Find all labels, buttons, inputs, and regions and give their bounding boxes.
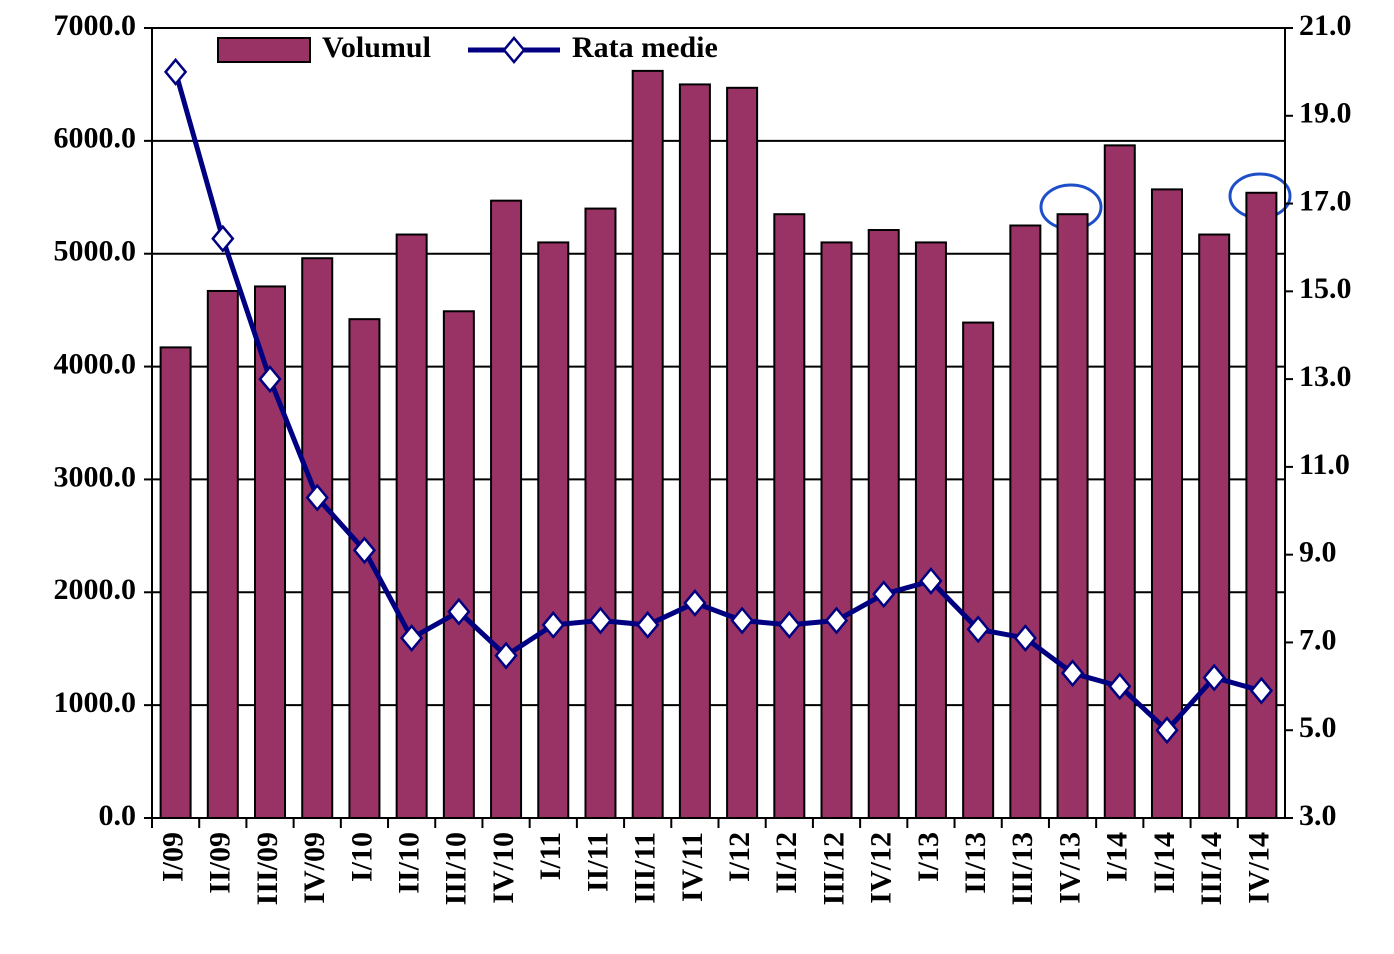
y2-tick-label: 11.0	[1299, 448, 1350, 481]
marker	[352, 536, 377, 565]
x-tick-label: I/09	[156, 832, 189, 882]
x-tick-label: I/12	[723, 832, 756, 882]
y-tick-label: 6000.0	[54, 122, 137, 155]
marker	[305, 483, 329, 512]
marker	[1202, 663, 1226, 692]
bar	[726, 86, 759, 820]
y2-tick-label: 13.0	[1299, 360, 1352, 393]
marker	[1155, 716, 1179, 745]
bar	[914, 241, 947, 819]
y2-tick-label: 15.0	[1299, 272, 1352, 305]
y2-tick-label: 19.0	[1299, 97, 1352, 130]
x-tick-label: II/10	[393, 832, 426, 894]
marker	[966, 615, 990, 644]
bar	[537, 241, 570, 819]
legend-swatch	[502, 36, 526, 64]
x-tick-label: II/13	[959, 832, 992, 894]
x-tick-label: II/09	[204, 832, 237, 894]
bar	[773, 213, 806, 819]
x-tick-label: III/10	[440, 832, 473, 905]
marker	[1108, 672, 1132, 701]
x-tick-label: III/11	[629, 832, 662, 904]
bar	[1245, 191, 1278, 819]
x-tick-label: IV/10	[487, 832, 520, 904]
x-tick-label: II/14	[1148, 832, 1181, 894]
bar	[631, 69, 664, 819]
y-tick-label: 5000.0	[54, 235, 137, 268]
bar	[584, 207, 617, 820]
bar	[395, 233, 428, 819]
x-tick-label: I/13	[912, 832, 945, 882]
bar	[490, 199, 523, 819]
marker	[258, 365, 282, 394]
y-tick-label: 3000.0	[54, 460, 137, 493]
y2-tick-label: 21.0	[1299, 9, 1352, 42]
bar	[1150, 188, 1183, 819]
y2-tick-label: 9.0	[1299, 536, 1337, 569]
legend-label: Rata medie	[572, 31, 718, 64]
plot	[152, 27, 1285, 819]
x-tick-label: IV/09	[298, 832, 331, 904]
marker	[588, 606, 613, 635]
x-tick-label: III/09	[251, 832, 284, 905]
legend-label: Volumul	[322, 31, 431, 64]
x-tick-label: III/14	[1195, 832, 1228, 905]
marker	[447, 597, 471, 626]
x-tick-label: IV/11	[676, 832, 709, 902]
x-tick-label: IV/13	[1053, 832, 1086, 904]
legend-swatch	[217, 37, 311, 63]
bar	[1056, 213, 1089, 819]
bar	[442, 310, 475, 819]
x-tick-label: III/12	[817, 832, 850, 905]
x-tick-label: II/11	[581, 832, 614, 892]
marker	[211, 224, 235, 253]
bar	[678, 83, 711, 819]
marker	[872, 580, 896, 609]
marker	[400, 624, 424, 653]
marker	[163, 57, 188, 86]
bar	[159, 346, 192, 819]
marker	[1060, 659, 1085, 688]
bar	[301, 257, 334, 819]
bar	[962, 321, 995, 819]
marker	[683, 588, 707, 617]
bar	[1103, 144, 1136, 820]
x-tick-label: I/11	[534, 832, 567, 880]
x-tick-label: I/10	[345, 832, 378, 882]
y2-tick-label: 3.0	[1299, 799, 1337, 832]
y-tick-label: 4000.0	[54, 347, 137, 380]
x-tick-label: IV/14	[1242, 832, 1275, 904]
marker	[494, 641, 518, 670]
x-tick-label: II/12	[770, 832, 803, 894]
y-tick-label: 2000.0	[54, 573, 137, 606]
marker	[919, 567, 943, 595]
y-tick-label: 0.0	[99, 799, 137, 832]
bar	[1009, 224, 1042, 819]
marker	[1013, 624, 1037, 653]
bar	[206, 289, 239, 819]
bar	[820, 241, 853, 819]
y2-tick-label: 17.0	[1299, 184, 1352, 217]
bar	[1198, 233, 1231, 819]
y-tick-label: 1000.0	[54, 686, 137, 719]
marker	[777, 610, 801, 639]
bar	[348, 318, 381, 819]
line	[173, 71, 1263, 734]
marker	[1249, 676, 1274, 705]
marker	[636, 610, 660, 639]
y-tick-label: 7000.0	[54, 9, 137, 42]
x-tick-label: III/13	[1006, 832, 1039, 905]
marker	[730, 606, 754, 635]
marker	[541, 610, 565, 639]
y2-tick-label: 5.0	[1299, 711, 1337, 744]
bar	[867, 229, 900, 819]
x-tick-label: I/14	[1101, 832, 1134, 882]
x-tick-label: IV/12	[865, 832, 898, 904]
y2-tick-label: 7.0	[1299, 623, 1337, 656]
marker	[824, 606, 849, 635]
